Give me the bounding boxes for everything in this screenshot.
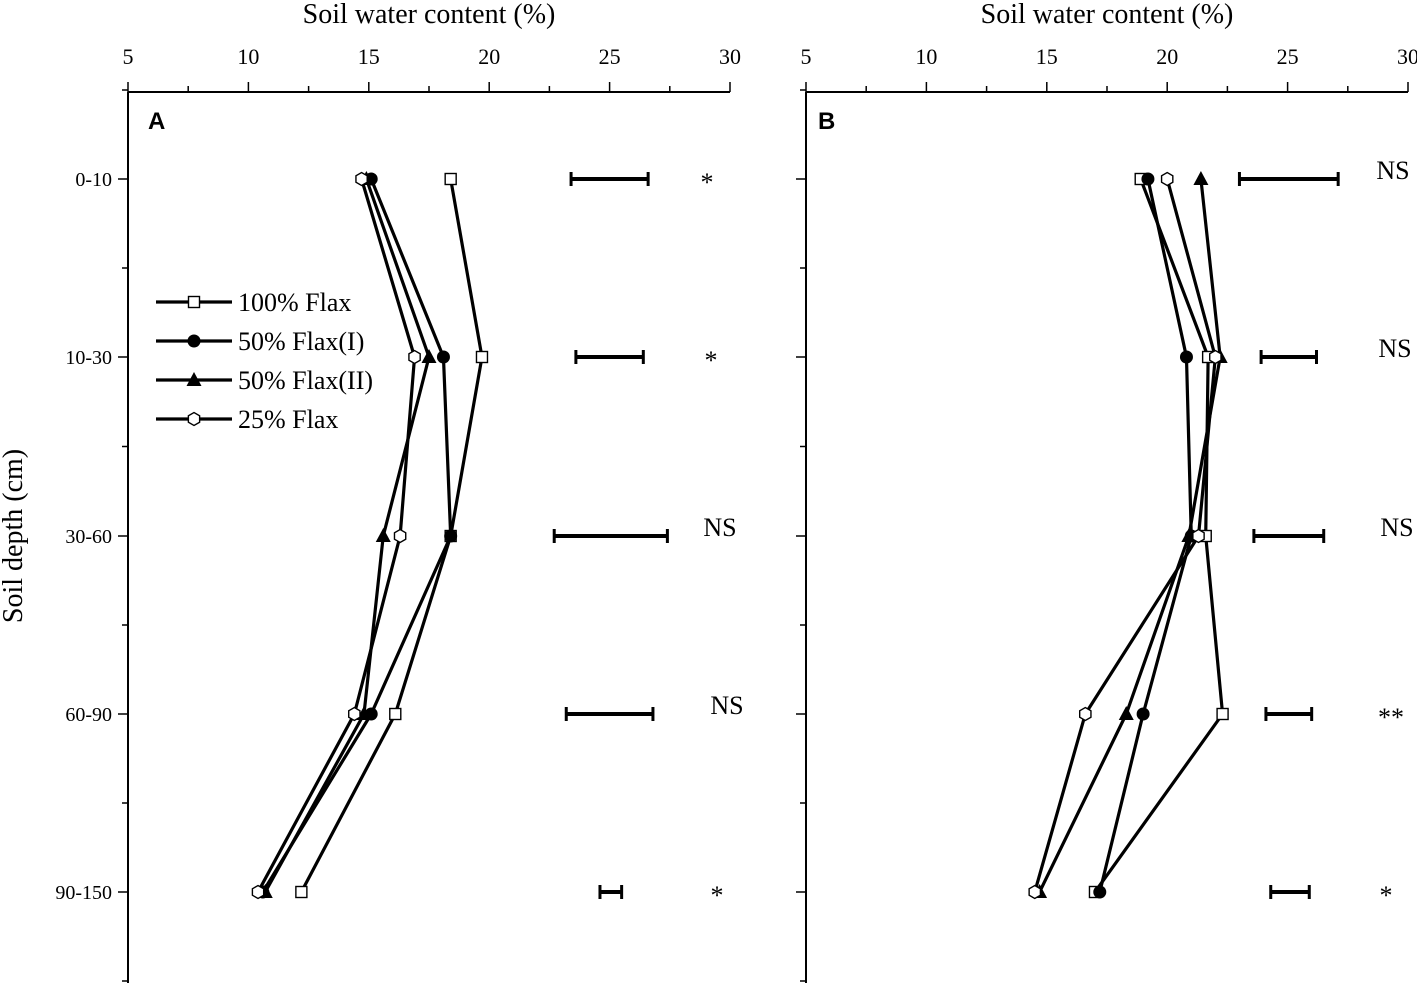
- significance-label: **: [1378, 703, 1404, 732]
- data-point-hexagon-open: [1028, 884, 1042, 900]
- y-axis-title: Soil depth (cm): [0, 449, 29, 623]
- data-point-square-open: [444, 172, 457, 186]
- x-tick-label: 5: [801, 44, 812, 69]
- data-point-square-open: [389, 707, 402, 721]
- series-line: [256, 178, 417, 893]
- x-tick-label: 20: [1156, 44, 1178, 69]
- data-point-hexagon-open: [355, 171, 368, 187]
- data-point-hexagon-open: [348, 706, 361, 722]
- x-tick-label: 20: [478, 44, 500, 69]
- data-point-circle-filled: [1136, 707, 1150, 721]
- data-point-square-open: [295, 885, 308, 899]
- panel-letter: A: [148, 108, 165, 135]
- significance-label: NS: [1380, 513, 1413, 542]
- data-point-hexagon-open: [1192, 528, 1205, 544]
- x-tick-label: 10: [237, 44, 259, 69]
- legend-label: 50% Flax(I): [238, 327, 364, 356]
- panel-b: 5 10 15 20 25 30 Soil water content (%) B NS NS NS…: [796, 0, 1417, 983]
- data-point-circle-filled: [1179, 350, 1193, 364]
- panel-a: 5 10 15 20 25 30 Soil water content (%) 0-10 10-…: [55, 0, 744, 983]
- x-tick-label: 25: [599, 44, 621, 69]
- x-tick-label: 5: [123, 44, 134, 69]
- x-tick-label: 30: [719, 44, 741, 69]
- data-point-hexagon-open: [408, 349, 421, 365]
- data-point-triangle-filled: [421, 349, 437, 363]
- data-point-hexagon-open: [251, 884, 265, 900]
- significance-label: *: [1380, 881, 1393, 910]
- legend-label: 100% Flax: [238, 288, 351, 317]
- data-point-square-open: [475, 350, 489, 364]
- data-point-triangle-filled: [375, 528, 391, 542]
- y-tick-label: 90-150: [55, 882, 112, 904]
- y-tick-label: 60-90: [65, 704, 112, 726]
- x-tick-label: 25: [1277, 44, 1299, 69]
- x-tick-label: 30: [1397, 44, 1417, 69]
- legend-marker: [187, 295, 201, 309]
- significance-label: NS: [1376, 156, 1409, 185]
- x-tick-label: 10: [915, 44, 937, 69]
- data-point-square-open: [1216, 707, 1229, 721]
- x-axis-title: Soil water content (%): [981, 0, 1234, 30]
- significance-label: *: [701, 168, 714, 197]
- y-tick-label: 10-30: [65, 347, 112, 369]
- data-point-circle-filled: [1141, 172, 1155, 186]
- data-point-hexagon-open: [393, 528, 407, 544]
- y-tick-label: 30-60: [65, 526, 112, 548]
- panel-letter: B: [818, 108, 835, 135]
- data-point-hexagon-open: [1209, 349, 1222, 365]
- data-point-circle-filled: [436, 350, 450, 364]
- significance-label: *: [711, 881, 724, 910]
- significance-label: *: [705, 346, 718, 375]
- data-point-triangle-filled: [1193, 171, 1209, 185]
- legend-marker: [187, 411, 201, 427]
- series-line: [1098, 178, 1193, 893]
- legend-marker: [186, 372, 202, 386]
- legend-label: 25% Flax: [238, 405, 338, 434]
- significance-label: NS: [710, 691, 743, 720]
- x-tick-label: 15: [1036, 44, 1058, 69]
- x-axis-title: Soil water content (%): [303, 0, 556, 30]
- data-point-hexagon-open: [1078, 706, 1092, 722]
- x-tick-label: 15: [358, 44, 380, 69]
- legend-marker: [187, 334, 201, 348]
- y-tick-label: 0-10: [75, 169, 112, 191]
- data-point-circle-filled: [444, 529, 458, 543]
- data-point-hexagon-open: [1160, 171, 1174, 187]
- significance-label: NS: [1378, 334, 1411, 363]
- legend-label: 50% Flax(II): [238, 366, 373, 395]
- data-point-circle-filled: [1093, 885, 1107, 899]
- data-point-triangle-filled: [1118, 706, 1134, 720]
- significance-label: NS: [703, 513, 736, 542]
